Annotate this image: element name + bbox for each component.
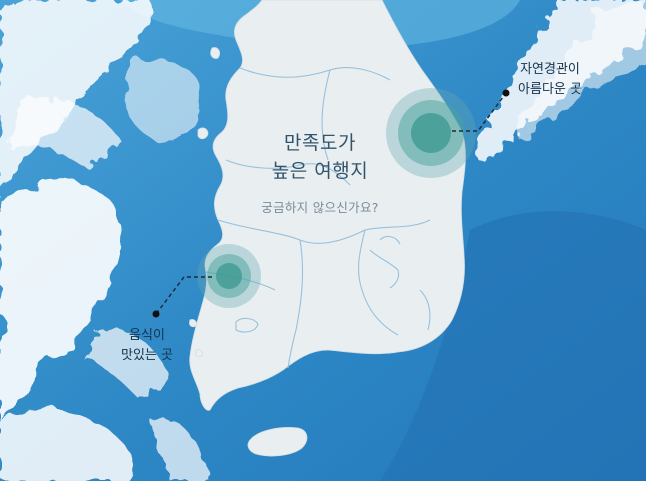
island-3 xyxy=(189,319,197,328)
annotation-east-line2: 아름다운 곳 xyxy=(518,82,582,97)
annotation-east-line1: 자연경관이 xyxy=(520,62,580,77)
leader-lines xyxy=(155,92,507,315)
island-4 xyxy=(195,349,203,358)
annotation-southwest: 음식이 맛있는 곳 xyxy=(104,326,190,366)
borders xyxy=(205,67,431,369)
annotation-east: 자연경관이 아름다운 곳 xyxy=(500,60,600,100)
sea-deep-east xyxy=(380,211,646,481)
annotation-southwest-line1: 음식이 xyxy=(129,328,165,343)
map-subtitle: 궁금하지 않으신가요? xyxy=(261,200,379,215)
leader-dot-east xyxy=(502,89,510,97)
land xyxy=(189,0,466,457)
highlight-east xyxy=(386,88,476,178)
map-title-line1: 만족도가 xyxy=(284,132,356,154)
leader-dot-southwest xyxy=(152,310,160,318)
annotation-southwest-line2: 맛있는 곳 xyxy=(121,348,173,363)
map-title-line2: 높은 여행지 xyxy=(271,160,369,182)
korea-peninsula xyxy=(189,0,466,411)
wave-texture-east-streaks xyxy=(515,0,646,140)
wave-texture-west-detail xyxy=(10,97,210,481)
highlight-southwest xyxy=(197,244,261,308)
island-2 xyxy=(210,47,220,59)
jeju-island xyxy=(247,427,308,457)
island-1 xyxy=(197,127,209,140)
